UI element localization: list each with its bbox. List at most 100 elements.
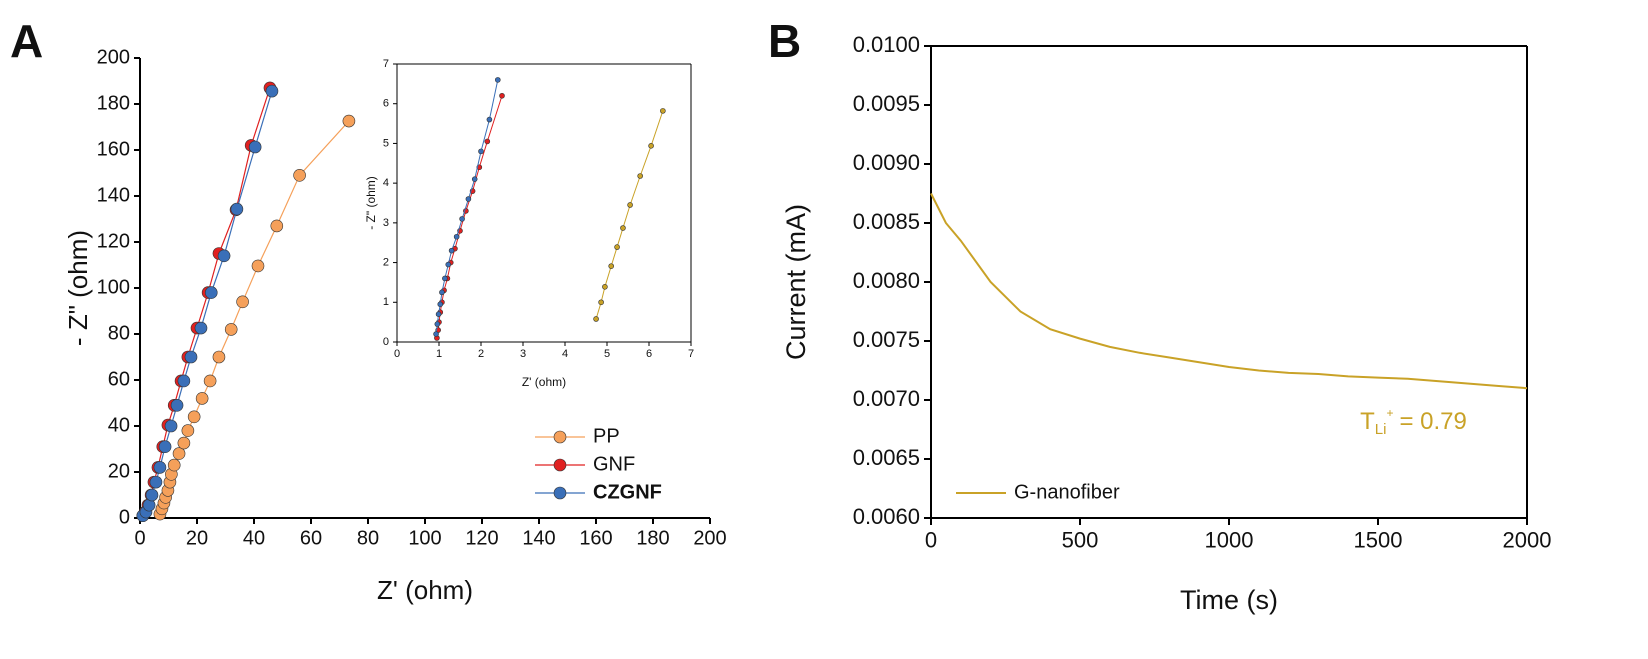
y-tick-label: 140 bbox=[97, 184, 130, 206]
x-axis-title: Z' (ohm) bbox=[377, 575, 473, 605]
x-tick-label: 0 bbox=[134, 527, 145, 549]
data-point bbox=[149, 475, 163, 489]
y-tick-label: 0.0090 bbox=[853, 150, 920, 175]
x-tick-label: 6 bbox=[646, 348, 652, 360]
data-point bbox=[342, 114, 356, 128]
y-tick-label: 0.0070 bbox=[853, 386, 920, 411]
data-point bbox=[471, 176, 478, 182]
data-point bbox=[602, 283, 608, 290]
x-tick-label: 7 bbox=[688, 348, 694, 360]
inset-background bbox=[397, 64, 691, 342]
data-point bbox=[442, 275, 448, 282]
data-point bbox=[648, 143, 654, 149]
data-point bbox=[293, 169, 306, 182]
data-point bbox=[593, 316, 599, 322]
series-line bbox=[595, 110, 664, 320]
series-line bbox=[159, 120, 350, 515]
y-tick-label: 0.0085 bbox=[853, 209, 920, 234]
data-point bbox=[181, 424, 195, 437]
y-tick-label: 6 bbox=[383, 98, 389, 110]
data-point bbox=[448, 247, 455, 254]
x-tick-label: 4 bbox=[562, 348, 568, 360]
data-point bbox=[265, 84, 279, 98]
data-point bbox=[598, 299, 604, 306]
x-tick-label: 180 bbox=[636, 527, 669, 549]
panel-label: B bbox=[768, 15, 801, 67]
data-point bbox=[465, 196, 472, 202]
data-point bbox=[620, 225, 626, 231]
data-point bbox=[486, 116, 493, 123]
annotation-base: T bbox=[1360, 408, 1375, 435]
panel-label: A bbox=[10, 15, 43, 67]
x-tick-label: 2 bbox=[478, 348, 484, 360]
data-point bbox=[433, 331, 439, 337]
data-point bbox=[194, 321, 208, 335]
data-point bbox=[153, 461, 167, 474]
x-tick-label: 200 bbox=[693, 527, 726, 549]
x-tick-label: 120 bbox=[465, 527, 498, 549]
x-tick-label: 40 bbox=[243, 527, 265, 549]
data-point bbox=[494, 77, 501, 83]
data-point bbox=[478, 148, 484, 155]
y-tick-label: 100 bbox=[97, 276, 130, 298]
y-tick-label: 200 bbox=[97, 46, 130, 68]
data-point bbox=[184, 350, 198, 364]
data-point bbox=[435, 311, 442, 318]
data-point bbox=[177, 374, 191, 388]
data-point bbox=[236, 295, 249, 309]
x-tick-label: 160 bbox=[579, 527, 612, 549]
x-tick-label: 0 bbox=[925, 527, 937, 552]
data-point bbox=[608, 263, 615, 269]
data-point bbox=[158, 440, 172, 454]
legend-marker bbox=[553, 458, 567, 472]
y-tick-label: 0.0080 bbox=[853, 268, 920, 293]
legend-marker bbox=[553, 430, 567, 444]
data-point bbox=[230, 202, 244, 216]
y-tick-label: 0.0060 bbox=[853, 504, 920, 529]
data-point bbox=[248, 140, 262, 154]
y-tick-label: 80 bbox=[108, 322, 130, 344]
y-tick-label: 120 bbox=[97, 230, 130, 252]
x-tick-label: 1 bbox=[436, 348, 442, 360]
x-tick-label: 60 bbox=[300, 527, 322, 549]
x-tick-label: 1000 bbox=[1205, 527, 1254, 552]
annotation-superscript: + bbox=[1386, 406, 1393, 420]
x-tick-label: 20 bbox=[186, 527, 208, 549]
x-tick-label: 1500 bbox=[1354, 527, 1403, 552]
y-tick-label: 0.0095 bbox=[853, 91, 920, 116]
data-point bbox=[445, 261, 452, 268]
x-axis-title: Z' (ohm) bbox=[522, 375, 566, 389]
y-axis-title: - Z" (ohm) bbox=[364, 176, 378, 230]
data-point bbox=[439, 289, 445, 296]
y-tick-label: 2 bbox=[383, 256, 389, 268]
x-tick-label: 0 bbox=[394, 348, 400, 360]
data-point bbox=[459, 216, 465, 222]
data-point bbox=[637, 173, 643, 179]
data-point bbox=[204, 286, 218, 299]
data-point bbox=[167, 458, 181, 472]
data-point bbox=[660, 108, 666, 114]
y-tick-label: 20 bbox=[108, 460, 130, 482]
legend-marker bbox=[553, 486, 567, 500]
data-point bbox=[217, 249, 231, 263]
data-point bbox=[270, 219, 284, 233]
data-point bbox=[164, 419, 178, 433]
x-tick-label: 500 bbox=[1062, 527, 1099, 552]
x-tick-label: 140 bbox=[522, 527, 555, 549]
y-tick-label: 1 bbox=[383, 296, 389, 308]
data-point bbox=[251, 259, 265, 273]
y-tick-label: 7 bbox=[383, 58, 389, 70]
data-point bbox=[177, 436, 191, 450]
data-point bbox=[212, 350, 226, 364]
y-tick-label: 0.0075 bbox=[853, 327, 920, 352]
y-tick-label: 40 bbox=[108, 414, 130, 436]
data-point bbox=[437, 301, 444, 308]
y-tick-label: 0.0100 bbox=[853, 32, 920, 57]
annotation-subscript: Li bbox=[1375, 421, 1387, 438]
y-tick-label: 4 bbox=[383, 177, 389, 189]
y-tick-label: 5 bbox=[383, 137, 389, 149]
y-tick-label: 0 bbox=[119, 506, 130, 528]
x-tick-label: 5 bbox=[604, 348, 610, 360]
data-point bbox=[434, 321, 441, 327]
